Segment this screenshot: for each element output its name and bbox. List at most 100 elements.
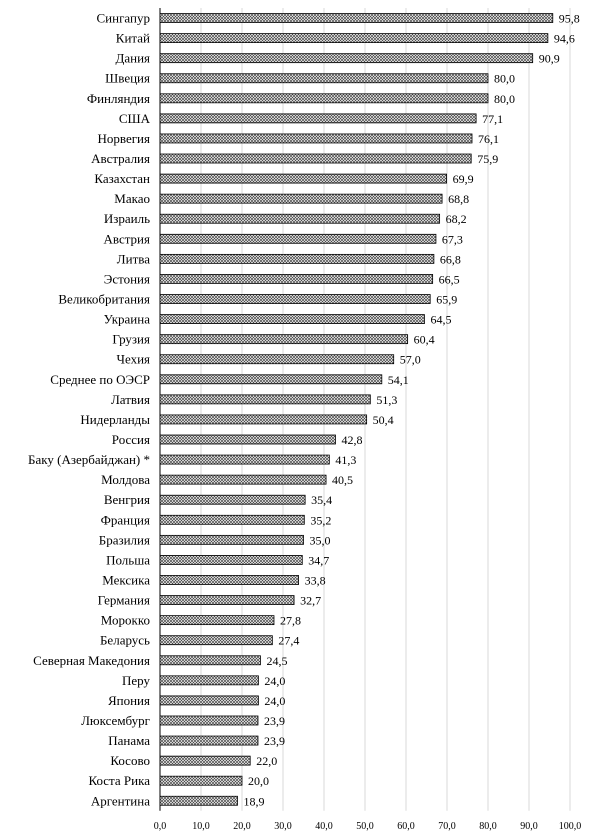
x-tick-label: 90,0 bbox=[520, 821, 538, 832]
bar bbox=[159, 33, 549, 44]
bar bbox=[159, 253, 435, 264]
bar bbox=[159, 695, 259, 706]
category-label: Беларусь bbox=[100, 633, 150, 648]
x-tick-label: 60,0 bbox=[397, 821, 415, 832]
bar bbox=[159, 454, 330, 465]
category-label: Нидерланды bbox=[80, 412, 150, 427]
bar bbox=[159, 735, 259, 746]
category-label: Среднее по ОЭСР bbox=[50, 372, 150, 387]
category-label: Морокко bbox=[101, 613, 150, 628]
category-label: Украина bbox=[104, 312, 151, 327]
category-label: Франция bbox=[101, 512, 150, 527]
bar bbox=[159, 514, 305, 525]
category-label: Чехия bbox=[117, 352, 151, 367]
bar bbox=[159, 534, 304, 545]
bar bbox=[159, 153, 472, 164]
category-label: Польша bbox=[106, 552, 150, 567]
value-label: 23,9 bbox=[264, 734, 285, 748]
category-label: Австралия bbox=[91, 151, 150, 166]
value-label: 60,4 bbox=[414, 333, 435, 347]
category-label: Россия bbox=[112, 432, 150, 447]
value-label: 32,7 bbox=[300, 594, 321, 608]
category-label: Австрия bbox=[104, 231, 151, 246]
value-label: 24,5 bbox=[266, 654, 287, 668]
category-label: Казахстан bbox=[94, 171, 150, 186]
bar bbox=[159, 93, 489, 104]
value-label: 80,0 bbox=[494, 92, 515, 106]
value-label: 40,5 bbox=[332, 473, 353, 487]
value-label: 94,6 bbox=[554, 32, 575, 46]
value-labels: 95,8 94,6 90,9 80,0 80,0 77,1 76,1 75,969,9 68,8… bbox=[243, 12, 579, 809]
bar bbox=[159, 655, 261, 666]
value-label: 18,9 bbox=[243, 794, 264, 808]
bar bbox=[159, 294, 431, 304]
bar bbox=[159, 474, 327, 485]
value-label: 67,3 bbox=[442, 232, 463, 246]
bar bbox=[159, 615, 275, 626]
value-label: 75,9 bbox=[477, 152, 498, 166]
bar bbox=[159, 635, 273, 646]
value-label: 33,8 bbox=[305, 573, 326, 587]
x-tick-label: 10,0 bbox=[192, 821, 210, 832]
bar bbox=[159, 173, 447, 184]
bar bbox=[159, 374, 383, 385]
value-label: 76,1 bbox=[478, 132, 499, 146]
category-label: Литва bbox=[117, 251, 150, 266]
bars-group bbox=[159, 13, 554, 806]
bar bbox=[159, 795, 238, 806]
x-tick-label: 20,0 bbox=[233, 821, 251, 832]
bar bbox=[159, 314, 425, 324]
category-label: Латвия bbox=[111, 392, 150, 407]
bar bbox=[159, 354, 395, 365]
x-tick-label: 100,0 bbox=[559, 821, 582, 832]
bar bbox=[159, 213, 441, 224]
category-label: Япония bbox=[108, 693, 150, 708]
category-label: Молдова bbox=[101, 472, 150, 487]
bar bbox=[159, 414, 368, 425]
value-label: 23,9 bbox=[264, 714, 285, 728]
bar bbox=[159, 233, 437, 244]
category-label: Сингапур bbox=[97, 11, 150, 26]
bar bbox=[159, 73, 489, 84]
category-label: Венгрия bbox=[104, 492, 150, 507]
bar bbox=[159, 113, 477, 124]
bar bbox=[159, 394, 371, 405]
value-label: 65,9 bbox=[436, 293, 457, 307]
bar bbox=[159, 13, 554, 23]
bar bbox=[159, 575, 299, 585]
value-label: 68,2 bbox=[446, 212, 467, 226]
x-tick-label: 30,0 bbox=[274, 821, 292, 832]
value-label: 51,3 bbox=[376, 393, 397, 407]
category-label: Перу bbox=[122, 673, 150, 688]
value-label: 54,1 bbox=[388, 373, 409, 387]
value-label: 42,8 bbox=[341, 433, 362, 447]
category-label: Мексика bbox=[102, 572, 150, 587]
x-tick-label: 40,0 bbox=[315, 821, 333, 832]
category-label: США bbox=[119, 111, 151, 126]
category-label: Баку (Азербайджан) * bbox=[28, 452, 150, 467]
category-label: Грузия bbox=[112, 332, 150, 347]
x-axis-ticks: 0,0 10,0 20,0 30,0 40,0 50,0 60,0 70,0 80,0 90,0 1… bbox=[154, 821, 582, 832]
bar bbox=[159, 133, 473, 144]
bar bbox=[159, 675, 259, 686]
bar bbox=[159, 334, 409, 345]
x-tick-label: 80,0 bbox=[479, 821, 497, 832]
value-label: 64,5 bbox=[430, 313, 451, 327]
value-label: 22,0 bbox=[256, 754, 277, 768]
category-label: Китай bbox=[116, 31, 150, 46]
bar bbox=[159, 595, 295, 605]
value-label: 68,8 bbox=[448, 192, 469, 206]
category-label: Аргентина bbox=[91, 793, 150, 808]
value-label: 20,0 bbox=[248, 774, 269, 788]
x-tick-label: 70,0 bbox=[438, 821, 456, 832]
value-label: 35,0 bbox=[310, 533, 331, 547]
category-label: Эстония bbox=[104, 271, 150, 286]
value-label: 35,2 bbox=[310, 513, 331, 527]
bar bbox=[159, 274, 434, 284]
category-label: Панама bbox=[108, 733, 150, 748]
category-label: Норвегия bbox=[98, 131, 151, 146]
value-label: 80,0 bbox=[494, 72, 515, 86]
value-label: 24,0 bbox=[264, 674, 285, 688]
value-label: 69,9 bbox=[453, 172, 474, 186]
